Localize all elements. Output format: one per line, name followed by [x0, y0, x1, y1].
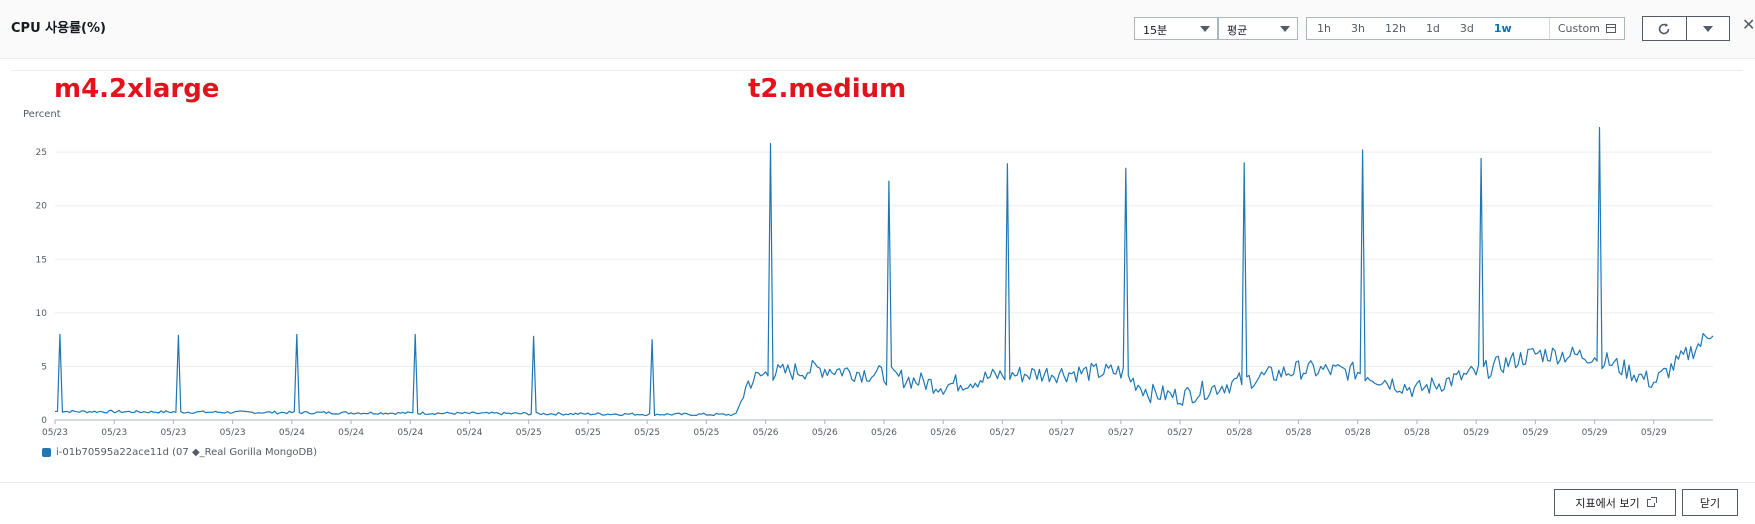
external-link-icon: [1646, 496, 1657, 507]
chevron-down-icon: [1200, 26, 1210, 32]
y-tick-label: 25: [36, 148, 47, 158]
x-tick-label: 05/23: [160, 428, 186, 438]
x-tick-label: 05/27: [989, 428, 1015, 438]
range-3d[interactable]: 3d: [1459, 22, 1474, 35]
chart-legend[interactable]: i-01b70595a22ace11d (07 ◆_Real Gorilla M…: [42, 447, 317, 458]
x-tick-label: 05/25: [693, 428, 719, 438]
period-select-value: 15분: [1143, 24, 1168, 37]
x-tick-label: 05/28: [1226, 428, 1252, 438]
view-in-metrics-button[interactable]: 지표에서 보기: [1554, 489, 1676, 516]
y-tick-label: 0: [41, 416, 47, 426]
x-tick-label: 05/27: [1049, 428, 1075, 438]
x-tick-label: 05/28: [1345, 428, 1371, 438]
y-tick-label: 15: [36, 255, 47, 265]
x-tick-label: 05/26: [871, 428, 897, 438]
calendar-icon: [1606, 24, 1616, 33]
x-tick-label: 05/26: [930, 428, 956, 438]
header-divider: [11, 70, 1743, 71]
x-tick-label: 05/29: [1641, 428, 1667, 438]
period-select[interactable]: 15분: [1134, 17, 1218, 40]
close-icon[interactable]: ✕: [1742, 15, 1755, 34]
x-tick-label: 05/25: [575, 428, 601, 438]
x-tick-label: 05/23: [220, 428, 246, 438]
widget-title: CPU 사용률(%): [11, 21, 106, 36]
cpu-utilization-chart: 0 5 10 15 20 25 05/23 05/23 05/23 05/23 05/24 05/24…: [36, 126, 1714, 438]
y-tick-label: 10: [36, 309, 48, 319]
time-range-selector: 1h 3h 12h 1d 3d 1w Custom: [1306, 17, 1625, 40]
chevron-down-icon: [1280, 26, 1290, 32]
x-tick-label: 05/24: [279, 428, 305, 438]
close-button-label: 닫기: [1699, 496, 1721, 510]
cpu-series-line[interactable]: [54, 126, 1714, 417]
x-tick-label: 05/29: [1522, 428, 1548, 438]
range-1w[interactable]: 1w: [1493, 22, 1512, 35]
statistic-select-value: 평균: [1227, 24, 1248, 37]
widget-header: CPU 사용률(%) 15분 평균 1h 3h 12h 1d 3d 1w Cus…: [0, 0, 1755, 59]
x-tick-label: 05/25: [516, 428, 542, 438]
legend-series-name: i-01b70595a22ace11d (07 ◆_Real Gorilla M…: [56, 447, 318, 458]
x-tick-label: 05/29: [1463, 428, 1489, 438]
refresh-button-group: [1642, 16, 1730, 41]
x-tick-label: 05/24: [338, 428, 364, 438]
range-custom-label: Custom: [1557, 22, 1600, 35]
y-tick-label: 5: [41, 362, 47, 372]
range-custom[interactable]: Custom: [1548, 18, 1624, 39]
refresh-button[interactable]: [1643, 17, 1686, 40]
x-tick-label: 05/28: [1286, 428, 1312, 438]
annotation-m4-2xlarge: m4.2xlarge: [54, 74, 220, 104]
y-axis-label: Percent: [23, 109, 61, 120]
range-1h[interactable]: 1h: [1317, 22, 1331, 35]
range-12h[interactable]: 12h: [1384, 22, 1406, 35]
x-tick-label: 05/24: [457, 428, 483, 438]
x-tick-label: 05/29: [1582, 428, 1608, 438]
close-button[interactable]: 닫기: [1682, 489, 1738, 516]
range-3h[interactable]: 3h: [1350, 22, 1365, 35]
range-1d[interactable]: 1d: [1425, 22, 1440, 35]
x-tick-label: 05/23: [101, 428, 127, 438]
legend-swatch: [42, 448, 51, 457]
x-tick-label: 05/23: [42, 428, 68, 438]
view-in-metrics-label: 지표에서 보기: [1575, 496, 1640, 510]
annotation-t2-medium: t2.medium: [748, 74, 907, 104]
x-tick-label: 05/28: [1404, 428, 1430, 438]
x-tick-label: 05/24: [397, 428, 423, 438]
x-tick-label: 05/27: [1167, 428, 1193, 438]
statistic-select[interactable]: 평균: [1218, 17, 1298, 40]
x-tick-label: 05/25: [634, 428, 660, 438]
x-tick-label: 05/26: [753, 428, 779, 438]
chevron-down-icon: [1702, 25, 1713, 32]
refresh-options-dropdown[interactable]: [1685, 17, 1730, 40]
refresh-icon: [1658, 22, 1670, 34]
footer-divider: [0, 482, 1755, 483]
x-tick-label: 05/26: [812, 428, 838, 438]
y-tick-label: 20: [36, 202, 48, 212]
x-tick-label: 05/27: [1108, 428, 1134, 438]
